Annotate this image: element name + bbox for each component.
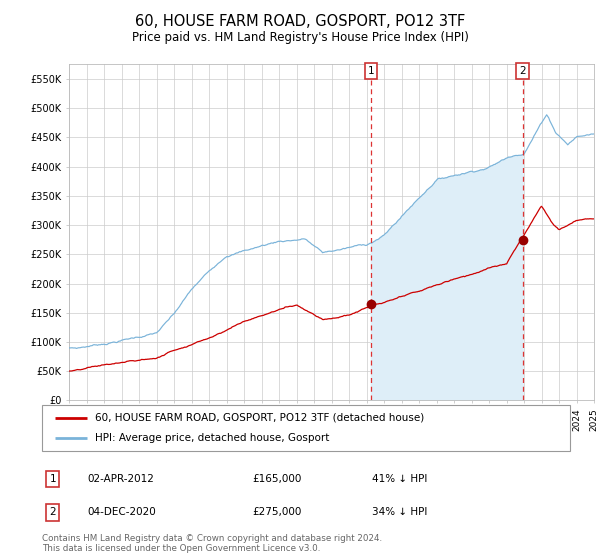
- Text: £165,000: £165,000: [252, 474, 301, 484]
- Text: 60, HOUSE FARM ROAD, GOSPORT, PO12 3TF: 60, HOUSE FARM ROAD, GOSPORT, PO12 3TF: [135, 14, 465, 29]
- Text: 41% ↓ HPI: 41% ↓ HPI: [372, 474, 427, 484]
- FancyBboxPatch shape: [42, 405, 570, 451]
- Text: 34% ↓ HPI: 34% ↓ HPI: [372, 507, 427, 517]
- Text: £275,000: £275,000: [252, 507, 301, 517]
- Text: HPI: Average price, detached house, Gosport: HPI: Average price, detached house, Gosp…: [95, 433, 329, 444]
- Text: 04-DEC-2020: 04-DEC-2020: [87, 507, 156, 517]
- Text: Contains HM Land Registry data © Crown copyright and database right 2024.
This d: Contains HM Land Registry data © Crown c…: [42, 534, 382, 553]
- Text: 02-APR-2012: 02-APR-2012: [87, 474, 154, 484]
- Text: 60, HOUSE FARM ROAD, GOSPORT, PO12 3TF (detached house): 60, HOUSE FARM ROAD, GOSPORT, PO12 3TF (…: [95, 413, 424, 423]
- Text: 1: 1: [49, 474, 56, 484]
- Text: Price paid vs. HM Land Registry's House Price Index (HPI): Price paid vs. HM Land Registry's House …: [131, 31, 469, 44]
- Text: 2: 2: [49, 507, 56, 517]
- Text: 1: 1: [368, 66, 374, 76]
- Text: 2: 2: [519, 66, 526, 76]
